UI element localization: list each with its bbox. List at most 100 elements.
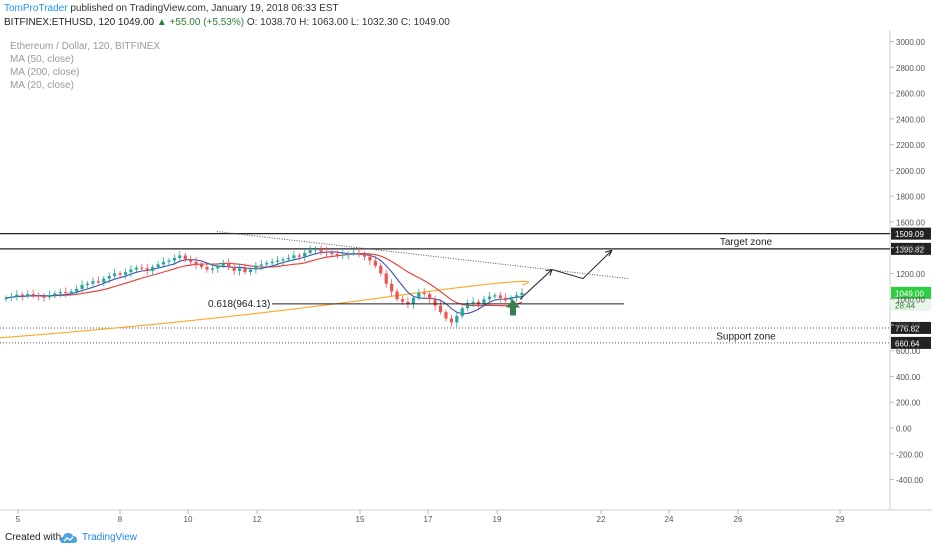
candle-body <box>259 264 263 266</box>
change-value: +55.00 (+5.53%) <box>169 17 245 28</box>
projection-arrowhead-mid <box>545 269 553 276</box>
candle-body <box>292 255 296 258</box>
candle-body <box>303 252 307 257</box>
x-axis[interactable]: 5 8 10 12 15 17 19 22 24 26 29 <box>16 510 845 524</box>
projection-arrowhead <box>604 249 613 257</box>
y-tick-label: 2000.00 <box>896 167 925 176</box>
level-label: 660.64 <box>895 339 920 348</box>
candle-body <box>368 256 372 261</box>
candle-body <box>314 248 318 251</box>
candle-body <box>493 295 497 297</box>
up-triangle-icon: ▲ <box>156 17 167 28</box>
legend-ma50[interactable]: MA (50, close) <box>10 54 74 65</box>
candle-body <box>319 248 323 252</box>
candle-body <box>335 254 339 256</box>
candle-body <box>498 295 502 298</box>
y-tick-label: 600.00 <box>896 347 921 356</box>
candle-body <box>161 261 166 265</box>
x-tick-label: 26 <box>734 515 743 524</box>
candle-body <box>205 267 209 270</box>
grid <box>0 30 932 511</box>
candle-body <box>341 254 345 256</box>
candle-body <box>31 294 35 296</box>
candle-body <box>102 278 106 283</box>
level-label-bg <box>891 321 931 334</box>
y-tick-label: 2600.00 <box>896 90 925 99</box>
y-tick-label: 0.00 <box>896 425 912 434</box>
x-tick-label: 24 <box>665 515 674 524</box>
candle-body <box>232 267 236 271</box>
tradingview-brand[interactable]: TradingView <box>82 532 138 543</box>
candle-body <box>129 269 133 273</box>
candle-body <box>265 263 269 265</box>
candle-body <box>449 318 453 323</box>
published-text: published on TradingView.com, January 19… <box>70 3 339 14</box>
candle-body <box>428 294 432 300</box>
candle-body <box>514 295 519 298</box>
candle-body <box>36 295 41 297</box>
x-tick-label: 17 <box>424 515 433 524</box>
tradingview-cloud-icon <box>60 533 77 543</box>
green-up-arrow-icon <box>506 299 520 316</box>
open-value: O: 1038.70 <box>246 17 297 28</box>
candle-body <box>357 252 361 255</box>
moving-averages <box>0 251 529 339</box>
candle-body <box>352 252 356 254</box>
candle-body <box>4 297 8 300</box>
y-tick-label: -200.00 <box>896 450 924 459</box>
candle-body <box>433 299 437 306</box>
candle-body <box>297 255 301 257</box>
projection-arrow <box>519 249 613 300</box>
candle-body <box>330 252 334 255</box>
candle-body <box>9 296 14 298</box>
candle-body <box>75 288 79 292</box>
candle-body <box>444 312 448 319</box>
y-tick-label: 400.00 <box>896 373 921 382</box>
candle-body <box>189 259 193 262</box>
candle-body <box>227 263 231 267</box>
candle-body <box>379 265 383 274</box>
candle-body <box>243 268 247 273</box>
candle-body <box>476 301 481 305</box>
candle-body <box>118 273 122 275</box>
candle-body <box>91 281 95 284</box>
price-chart[interactable]: 1509.09 1390.82 776.82 660.64 Target zone Sup… <box>0 30 932 528</box>
legend-ma20[interactable]: MA (20, close) <box>10 80 74 91</box>
candle-body <box>107 276 111 279</box>
candle-body <box>64 292 68 294</box>
candle-body <box>400 299 405 302</box>
candle-body <box>69 291 73 293</box>
x-tick-label: 29 <box>836 515 845 524</box>
y-tick-label: -400.00 <box>896 476 924 485</box>
legend-ma200[interactable]: MA (200, close) <box>10 67 80 78</box>
trendline <box>216 231 629 280</box>
level-label: 1509.09 <box>895 230 924 239</box>
candle-body <box>47 295 52 298</box>
level-label: 1390.82 <box>895 245 924 254</box>
candle-body <box>455 315 459 323</box>
y-tick-label: 2800.00 <box>896 64 925 73</box>
y-tick-label: 2200.00 <box>896 141 925 150</box>
y-tick-label: 1600.00 <box>896 218 925 227</box>
high-value: H: 1063.00 <box>299 17 349 28</box>
candle-body <box>140 267 144 269</box>
candle-body <box>151 267 155 271</box>
price-label-bg <box>891 286 931 299</box>
candle-body <box>183 255 187 260</box>
level-label-bg <box>891 227 931 240</box>
footer: Created with TradingView <box>0 528 932 550</box>
publisher-name[interactable]: TomProTrader <box>4 3 68 14</box>
last-price: 1049.00 <box>117 17 155 28</box>
publish-info: TomProTrader published on TradingView.co… <box>4 3 339 14</box>
candle-body <box>509 297 513 301</box>
y-axis[interactable]: 3000.00 2800.00 2600.00 2400.00 2200.00 2000.… <box>890 38 925 485</box>
ma200-line <box>0 280 529 339</box>
candle-body <box>58 292 62 294</box>
candle-body <box>194 261 198 265</box>
ma50-line <box>5 253 523 307</box>
candle-body <box>167 260 171 262</box>
candle-body <box>178 255 182 258</box>
candle-body <box>281 259 285 261</box>
drawings: 0.618(964.13) 1049.00 28:44 <box>208 231 931 316</box>
candle-body <box>172 257 176 261</box>
